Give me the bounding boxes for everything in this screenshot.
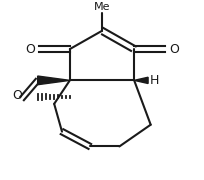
Polygon shape (38, 76, 70, 85)
Text: H: H (150, 74, 159, 87)
Polygon shape (134, 77, 148, 84)
Text: O: O (12, 89, 22, 102)
Text: O: O (169, 42, 179, 56)
Text: Me: Me (94, 2, 110, 12)
Text: O: O (25, 42, 35, 56)
